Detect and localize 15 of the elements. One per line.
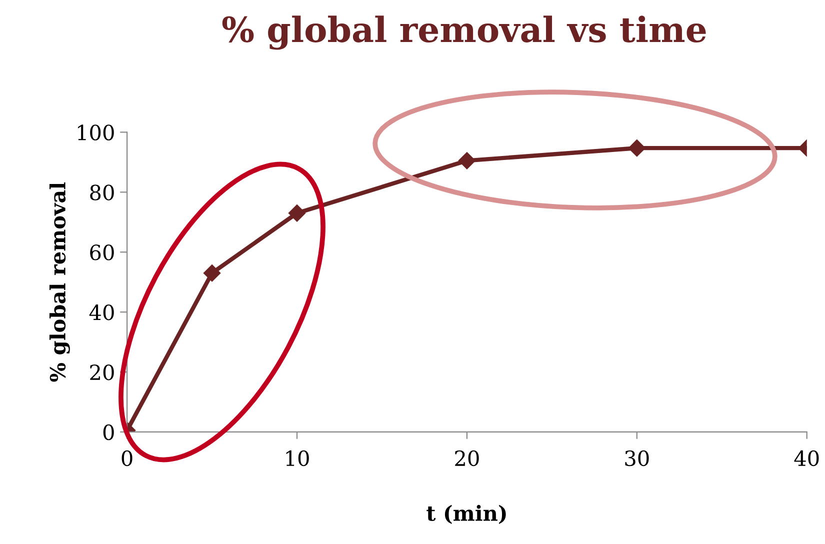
y-tick-label: 0	[103, 424, 114, 440]
y-tick-label: 60	[90, 244, 114, 260]
x-axis-title: t (min)	[426, 504, 506, 524]
chart-title: % global removal vs time	[222, 16, 706, 50]
x-tick-label: 40	[794, 450, 819, 466]
y-tick-label: 20	[90, 364, 114, 380]
point	[458, 152, 476, 170]
x-tick-label: 0	[122, 450, 132, 466]
x-tick-label: 30	[625, 450, 649, 466]
y-tick-label: 80	[90, 184, 114, 200]
y-axis-title: % global removal	[49, 182, 70, 382]
x-tick-label: 10	[286, 450, 309, 466]
y-tick-label: 100	[78, 124, 114, 140]
x-tick-label: 20	[455, 450, 479, 466]
y-tick-label: 40	[89, 304, 114, 320]
